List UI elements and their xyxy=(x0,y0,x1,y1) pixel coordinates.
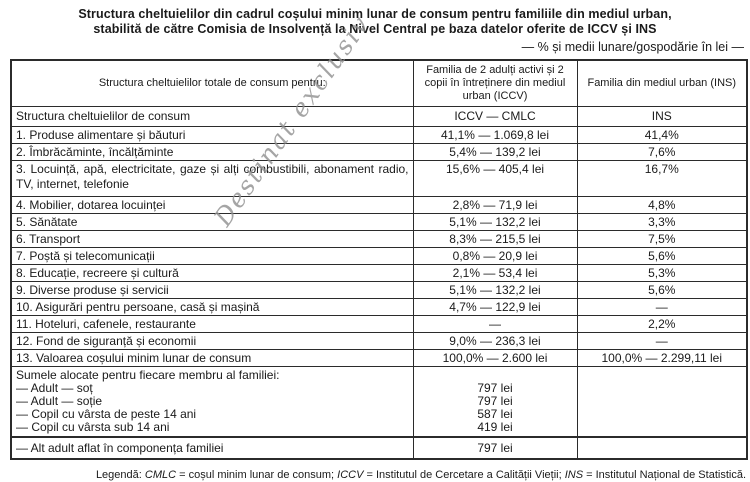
row-label-cell: 3. Locuință, apă, electricitate, gaze și… xyxy=(10,160,414,197)
consumption-table: Structura cheltuielilor totale de consum… xyxy=(10,59,748,460)
row-iccv-cell: 2,8% — 71,9 lei xyxy=(412,196,578,214)
row-label-cell: 4. Mobilier, dotarea locuinței xyxy=(10,196,414,214)
row-label-cell: 9. Diverse produse și servicii xyxy=(10,281,414,299)
table-row: 7. Poștă și telecomunicații 0,8% — 20,9 … xyxy=(10,247,748,265)
extra-adult-value-cell: 797 lei xyxy=(412,436,578,460)
subheader-label-cell: Structura cheltuielilor de consum xyxy=(10,106,414,127)
row-iccv-cell: 2,1% — 53,4 lei xyxy=(412,264,578,282)
table-row: 10. Asigurări pentru persoane, casă și m… xyxy=(10,298,748,316)
row-iccv-cell: 41,1% — 1.069,8 lei xyxy=(412,126,578,144)
row-iccv-cell: — xyxy=(412,315,578,333)
row-ins-cell: 5,6% xyxy=(576,247,748,265)
table-row: 11. Hoteluri, cafenele, restaurante — 2,… xyxy=(10,315,748,333)
row-ins-cell: 16,7% xyxy=(576,160,748,197)
row-label-cell: 7. Poștă și telecomunicații xyxy=(10,247,414,265)
allocation-item-value: 587 lei xyxy=(477,407,513,421)
legend-cmlc-abbr: CMLC xyxy=(144,469,177,481)
row-ins-cell: — xyxy=(576,332,748,350)
allocation-item-label: — Adult — soție xyxy=(16,394,103,408)
table-row: 12. Fond de siguranță și economii 9,0% —… xyxy=(10,332,748,350)
row-iccv-cell: 5,4% — 139,2 lei xyxy=(412,143,578,161)
legend-ins-abbr: INS xyxy=(564,469,584,481)
allocation-labels-cell: Sumele alocate pentru fiecare membru al … xyxy=(10,366,414,438)
row-ins-cell: 4,8% xyxy=(576,196,748,214)
extra-adult-row: — Alt adult aflat în componența familiei… xyxy=(10,436,748,460)
table-row: 5. Sănătate 5,1% — 132,2 lei 3,3% xyxy=(10,213,748,231)
row-ins-cell: 5,3% xyxy=(576,264,748,282)
row-label-cell: 10. Asigurări pentru persoane, casă și m… xyxy=(10,298,414,316)
row-label-cell: 8. Educație, recreere și cultură xyxy=(10,264,414,282)
allocation-item-label: — Adult — soț xyxy=(16,381,93,395)
row-label-cell: 11. Hoteluri, cafenele, restaurante xyxy=(10,315,414,333)
row-iccv-cell: 0,8% — 20,9 lei xyxy=(412,247,578,265)
table-row: 6. Transport 8,3% — 215,5 lei 7,5% xyxy=(10,230,748,248)
row-iccv-cell: 15,6% — 405,4 lei xyxy=(412,160,578,197)
allocation-row: Sumele alocate pentru fiecare membru al … xyxy=(10,366,748,438)
subheader-iccv-cell: ICCV — CMLC xyxy=(412,106,578,127)
header-iccv-family-cell: Familia de 2 adulți activi și 2 copii în… xyxy=(412,59,578,107)
units-subtitle: — % și medii lunare/gospodărie în lei — xyxy=(521,40,744,54)
allocation-item-label: — Copil cu vârsta sub 14 ani xyxy=(16,420,170,434)
allocation-values-cell: 797 lei 797 lei 587 lei 419 lei xyxy=(412,366,578,438)
row-iccv-cell: 5,1% — 132,2 lei xyxy=(412,281,578,299)
table-row: 9. Diverse produse și servicii 5,1% — 13… xyxy=(10,281,748,299)
legend-iccv-abbr: ICCV xyxy=(337,469,364,481)
row-iccv-cell: 4,7% — 122,9 lei xyxy=(412,298,578,316)
allocation-item-value: 419 lei xyxy=(477,420,513,434)
row-label-cell: 12. Fond de siguranță și economii xyxy=(10,332,414,350)
row-ins-cell: — xyxy=(576,298,748,316)
extra-adult-label-cell: — Alt adult aflat în componența familiei xyxy=(10,436,414,460)
row-label-cell: 2. Îmbrăcăminte, încălțăminte xyxy=(10,143,414,161)
row-ins-cell: 100,0% — 2.299,11 lei xyxy=(576,349,748,367)
allocation-item-label: — Copil cu vârsta de peste 14 ani xyxy=(16,407,197,421)
row-ins-cell: 2,2% xyxy=(576,315,748,333)
subheader-ins-cell: INS xyxy=(576,106,748,127)
row-label-cell: 1. Produse alimentare și băuturi xyxy=(10,126,414,144)
table-header-row: Structura cheltuielilor totale de consum… xyxy=(10,59,748,107)
row-ins-cell: 3,3% xyxy=(576,213,748,231)
table-row: 2. Îmbrăcăminte, încălțăminte 5,4% — 139… xyxy=(10,143,748,161)
row-label-cell: 6. Transport xyxy=(10,230,414,248)
legend-ins-definition: = Institutul Național de Statistică. xyxy=(583,469,746,481)
table-row: 4. Mobilier, dotarea locuinței 2,8% — 71… xyxy=(10,196,748,214)
allocation-item-value: 797 lei xyxy=(477,381,513,395)
title-line-1: Structura cheltuielilor din cadrul coșul… xyxy=(78,7,672,21)
row-ins-cell: 41,4% xyxy=(576,126,748,144)
allocation-item-value: 797 lei xyxy=(477,394,513,408)
row-iccv-cell: 100,0% — 2.600 lei xyxy=(412,349,578,367)
allocation-header: Sumele alocate pentru fiecare membru al … xyxy=(16,368,280,382)
header-ins-family-cell: Familia din mediul urban (INS) xyxy=(576,59,748,107)
row-iccv-cell: 9,0% — 236,3 lei xyxy=(412,332,578,350)
legend-iccv-definition: = Institutul de Cercetare a Calității Vi… xyxy=(363,469,565,481)
header-structure-cell: Structura cheltuielilor totale de consum… xyxy=(10,59,414,107)
legend-cmlc-definition: = coșul minim lunar de consum; xyxy=(176,469,338,481)
table-row: 8. Educație, recreere și cultură 2,1% — … xyxy=(10,264,748,282)
table-row: 13. Valoarea coșului minim lunar de cons… xyxy=(10,349,748,367)
legend: Legendă: CMLC = coșul minim lunar de con… xyxy=(0,469,750,482)
table-row: 3. Locuință, apă, electricitate, gaze și… xyxy=(10,160,748,197)
row-label-cell: 5. Sănătate xyxy=(10,213,414,231)
document-title: Structura cheltuielilor din cadrul coșul… xyxy=(0,0,750,37)
row-ins-cell: 7,6% xyxy=(576,143,748,161)
row-label-cell: 13. Valoarea coșului minim lunar de cons… xyxy=(10,349,414,367)
allocation-ins-empty-cell xyxy=(576,366,748,438)
extra-adult-ins-empty-cell xyxy=(576,436,748,460)
table-row: 1. Produse alimentare și băuturi 41,1% —… xyxy=(10,126,748,144)
row-iccv-cell: 5,1% — 132,2 lei xyxy=(412,213,578,231)
row-ins-cell: 7,5% xyxy=(576,230,748,248)
row-iccv-cell: 8,3% — 215,5 lei xyxy=(412,230,578,248)
title-line-2: stabilită de către Comisia de Insolvență… xyxy=(93,22,657,36)
legend-prefix: Legendă: xyxy=(95,469,145,481)
row-ins-cell: 5,6% xyxy=(576,281,748,299)
table-subheader-row: Structura cheltuielilor de consum ICCV —… xyxy=(10,106,748,127)
